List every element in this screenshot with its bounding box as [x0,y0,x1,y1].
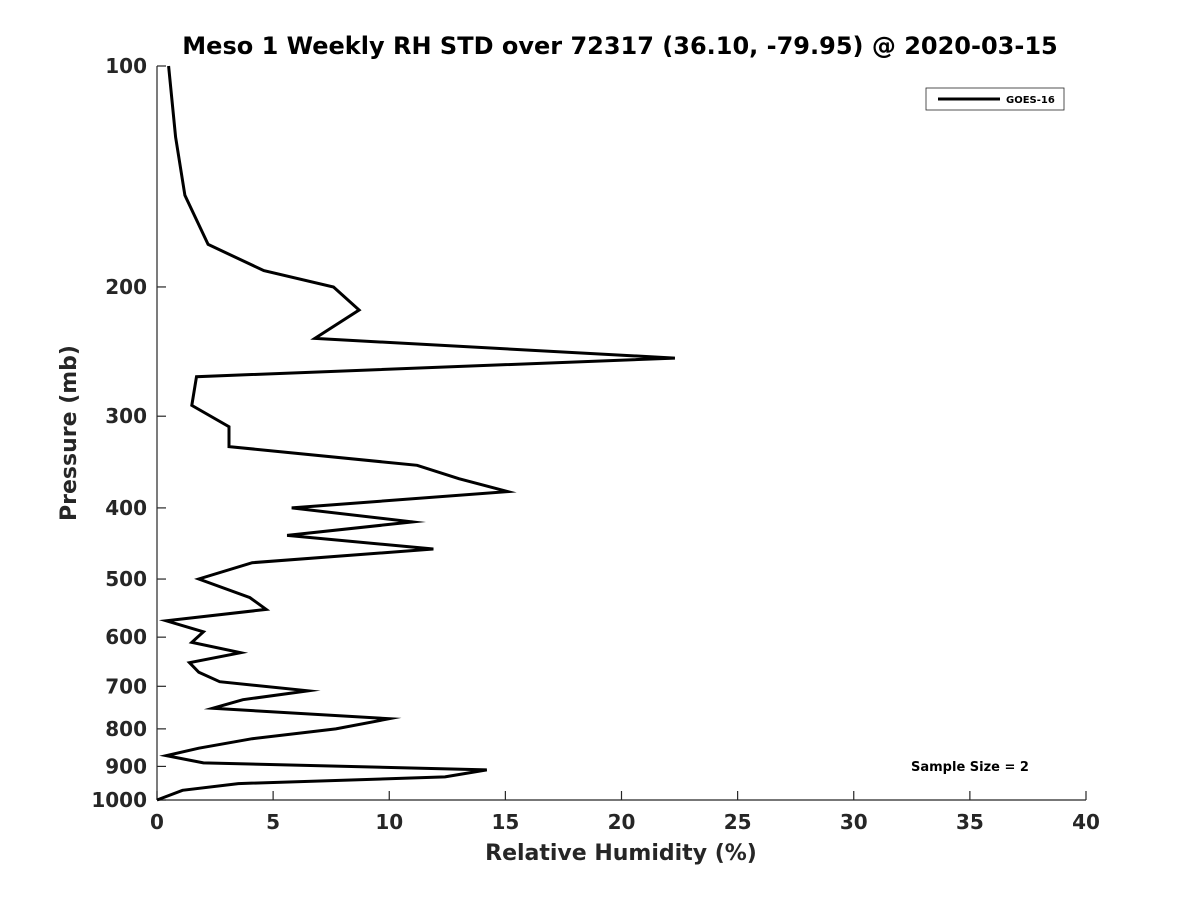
y-tick-label: 200 [105,275,147,299]
y-axis-ticks: 100 200 300 400 500 600 700 800 900 1000 [91,54,166,812]
x-axis-ticks: 0 5 10 15 20 25 30 35 40 [150,791,1100,834]
series-line-goes-16 [156,65,675,802]
legend: GOES-16 [925,87,1065,111]
y-tick-label: 600 [105,625,147,649]
x-tick-label: 10 [375,810,403,834]
legend-label-goes-16: GOES-16 [1006,95,1055,106]
y-tick-label: 400 [105,496,147,520]
x-tick-label: 25 [724,810,752,834]
y-tick-label: 100 [105,54,147,78]
x-tick-label: 40 [1072,810,1100,834]
sample-size-annotation: Sample Size = 2 [911,760,1029,775]
x-tick-label: 30 [840,810,868,834]
y-tick-label: 500 [105,567,147,591]
y-tick-label: 700 [105,674,147,698]
series-layer [156,65,675,802]
x-tick-label: 15 [491,810,519,834]
y-tick-label: 900 [105,754,147,778]
x-tick-label: 0 [150,810,164,834]
chart-title: Meso 1 Weekly RH STD over 72317 (36.10, … [182,32,1057,60]
y-tick-label: 800 [105,717,147,741]
x-tick-label: 35 [956,810,984,834]
y-tick-label: 300 [105,404,147,428]
x-tick-label: 5 [266,810,280,834]
x-axis-label: Relative Humidity (%) [485,841,757,866]
y-axis-label: Pressure (mb) [57,345,82,521]
y-tick-label: 1000 [91,788,147,812]
x-tick-label: 20 [608,810,636,834]
